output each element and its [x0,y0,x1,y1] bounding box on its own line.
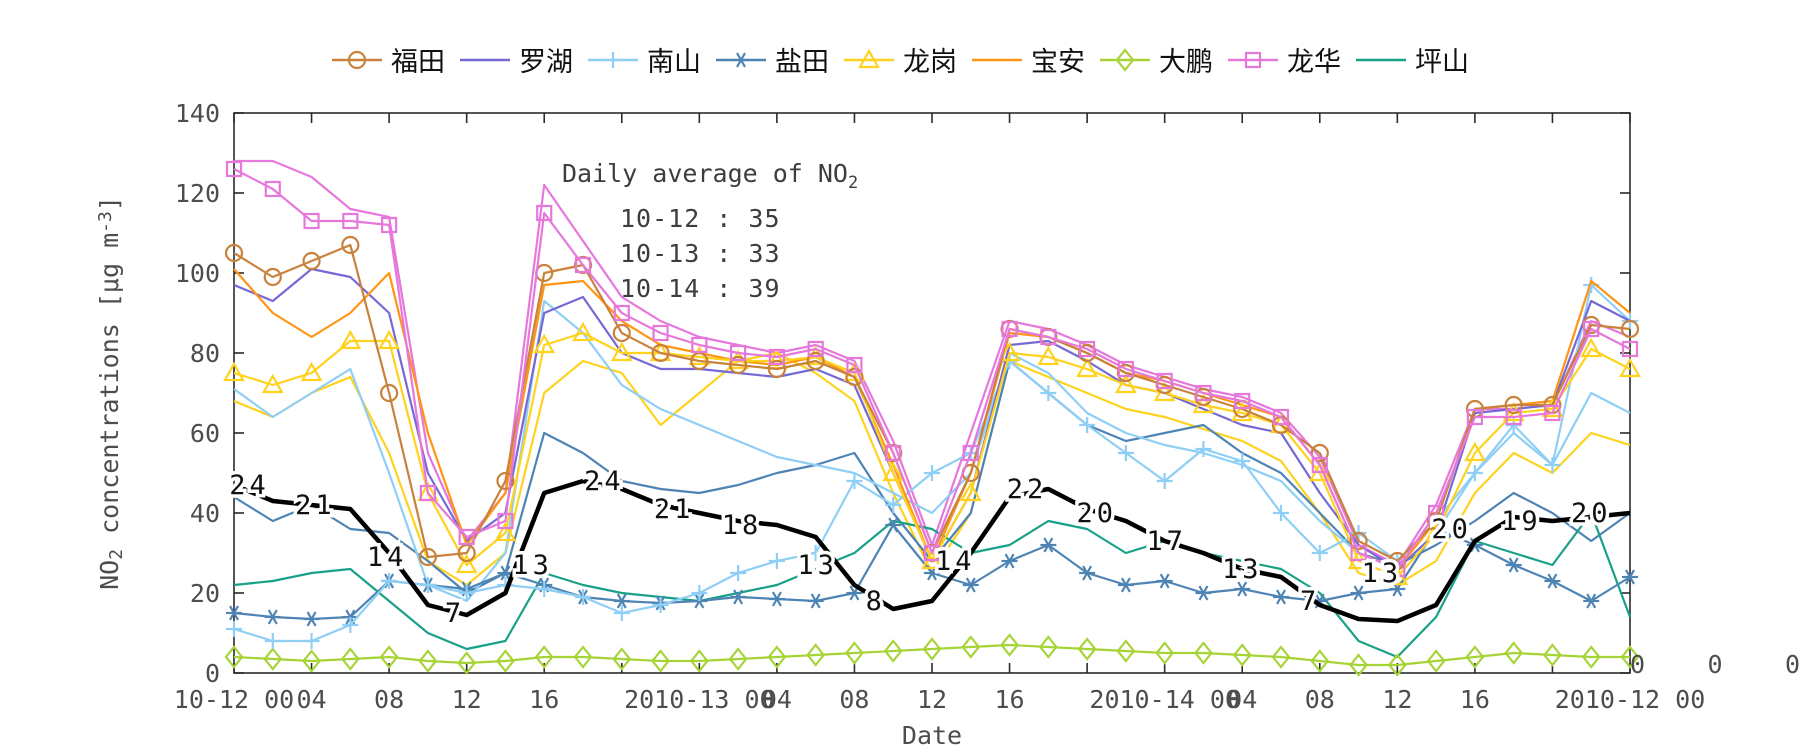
series-line-龙华 [233,168,1631,571]
stray-zero-2: 0 [1707,650,1723,679]
legend-item-大鹏[interactable]: 大鹏 [1099,40,1213,79]
legend-item-龙岗[interactable]: 龙岗 [843,40,957,79]
y-tick-label: 40 [190,499,220,528]
y-tick-label: 140 [175,99,220,128]
average-inline-label: 8 [866,586,886,617]
y-axis-label: NO2 concentrations [μg m-3] [95,196,127,590]
legend-swatch-circle-marker [332,50,382,69]
series-line-大鹏 [233,643,1630,667]
average-inline-label: 13 [1222,554,1263,585]
legend-label: 宝安 [1031,47,1085,78]
average-inline-label: 22 [1007,474,1048,505]
average-inline-label: 7 [445,598,465,629]
annotation-title: Daily average of NO2 [562,159,859,193]
legend-label: 罗湖 [519,47,573,78]
legend-swatch-asterisk-marker [716,52,766,67]
legend-swatch-none-line [972,58,1022,61]
average-inline-label: 14 [367,542,408,573]
legend-item-龙华[interactable]: 龙华 [1227,40,1341,79]
legend-label: 盐田 [775,47,829,78]
x-tick-label: 2010-12 00 [1555,685,1706,714]
series-龙华 [225,160,1639,578]
x-tick-label: 08 [839,685,869,714]
legend-swatch-square-marker [1228,51,1278,68]
x-tick-label: 12 [917,685,947,714]
average-inline-label: 17 [1146,526,1187,557]
series-line-龙华-b [234,159,1631,567]
series-坪山 [233,511,1632,659]
series-average-line: 24 21 14 7 13 24 21 18 13 8 14 22 20 17 13 7 13 20 19 20 [226,463,1631,633]
annotation-line-3: 10-14 : 39 [620,274,781,303]
legend-label: 龙华 [1287,47,1341,78]
x-tick-label: 04 [762,685,792,714]
stray-zero-3: 0 [1784,650,1800,679]
x-tick-label: 12 [1382,685,1412,714]
series-line-坪山 [233,511,1632,659]
legend-item-坪山[interactable]: 坪山 [1355,40,1469,79]
average-inline-label: 7 [1300,586,1320,617]
average-inline-label: 21 [295,490,336,521]
stray-zero-labels: 0 0 0 [1630,650,1800,679]
legend-swatch-triangle-marker [844,48,894,68]
legend-swatch-none-line [460,58,510,61]
legend-item-罗湖[interactable]: 罗湖 [459,40,573,79]
x-tick-label: 2010-13 00 [624,685,775,714]
x-tick-label: 08 [1305,685,1335,714]
x-tick-label: 16 [529,685,559,714]
average-inline-label: 13 [512,550,553,581]
average-inline-label: 13 [1362,558,1403,589]
daily-average-annotation: Daily average of NO2 10-12 : 35 10-13 : … [562,156,858,306]
legend-swatch-diamond-marker [1100,47,1150,72]
legend-item-盐田[interactable]: 盐田 [715,40,829,79]
series-龙华-b [234,159,1631,567]
average-inline-label: 20 [1571,498,1612,529]
legend-item-福田[interactable]: 福田 [331,40,445,79]
x-tick-label: 10-12 00 [174,685,294,714]
x-tick-label: 04 [1227,685,1257,714]
x-tick-label: 16 [1460,685,1490,714]
y-tick-label: 60 [190,419,220,448]
average-inline-label: 24 [584,466,625,497]
series-line-南山 [233,283,1631,643]
average-inline-label: 18 [722,510,763,541]
x-tick-label: 04 [297,685,327,714]
legend-label: 福田 [391,47,445,78]
x-axis-label: Date [902,721,962,750]
legend-label: 龙岗 [903,47,957,78]
annotation-line-2: 10-13 : 33 [620,239,781,268]
legend-label: 坪山 [1415,47,1469,78]
y-tick-label: 100 [175,259,220,288]
legend-item-南山[interactable]: 南山 [587,40,701,79]
y-tick-label: 80 [190,339,220,368]
average-inline-label: 24 [229,470,270,501]
x-tick-label: 16 [995,685,1025,714]
chart-legend: 福田 罗湖 南山 盐田 龙岗 宝安 大鹏 龙华 坪山 [331,40,1469,79]
legend-label: 南山 [647,47,701,78]
average-inline-label: 20 [1077,498,1118,529]
legend-swatch-none-line [1356,58,1406,61]
legend-item-宝安[interactable]: 宝安 [971,40,1085,79]
y-tick-label: 0 [205,659,220,688]
average-inline-label: 13 [797,550,838,581]
y-tick-label: 20 [190,579,220,608]
legend-label: 大鹏 [1159,47,1213,78]
x-tick-label: 08 [374,685,404,714]
average-inline-label: 14 [935,546,976,577]
x-tick-label: 2010-14 00 [1089,685,1240,714]
average-inline-label: 21 [654,494,695,525]
x-tick-label: 12 [452,685,482,714]
stray-zero-1: 0 [1630,650,1646,679]
y-tick-label: 120 [175,179,220,208]
legend-swatch-plus-marker [588,51,638,68]
average-inline-label: 19 [1501,506,1542,537]
average-inline-label: 20 [1431,514,1472,545]
series-大鹏 [224,633,1640,677]
annotation-line-1: 10-12 : 35 [620,204,781,233]
